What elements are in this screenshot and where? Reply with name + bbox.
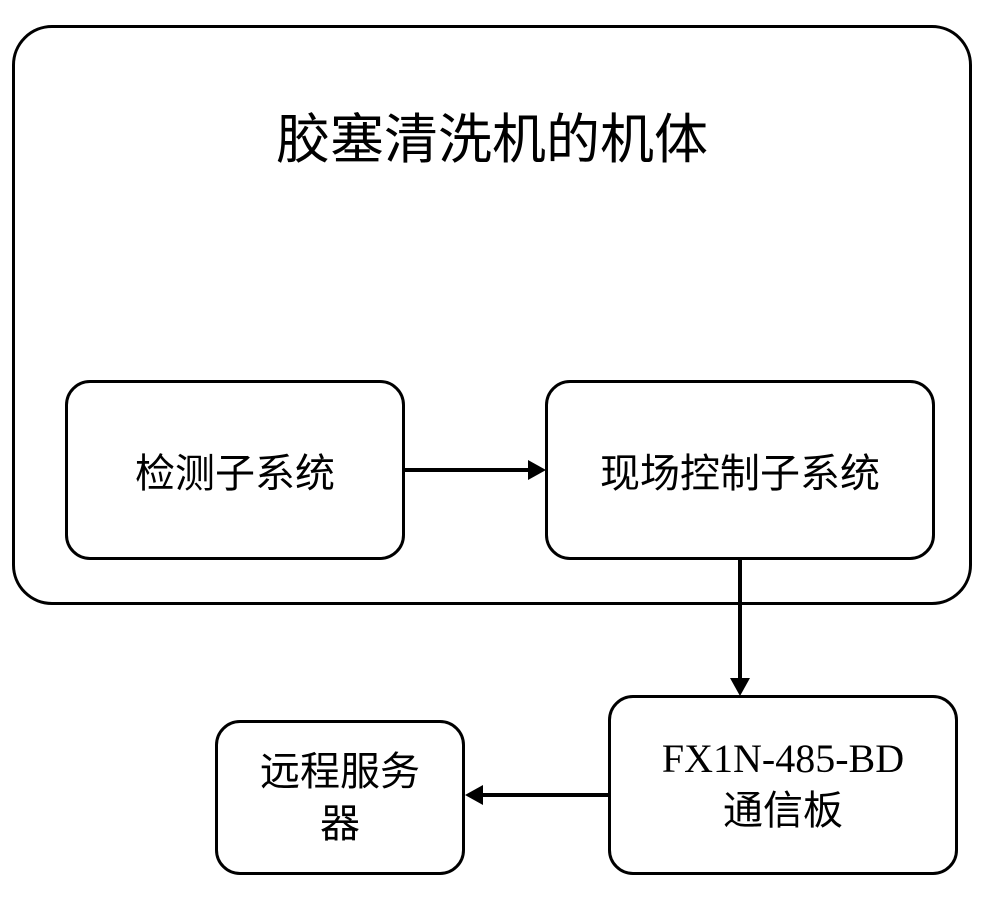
remote-server-box: 远程服务 器 [215,720,465,875]
machine-body-title: 胶塞清洗机的机体 [12,95,972,174]
arrow-detection-to-fieldcontrol-head [528,460,546,480]
comm-board-label-wrap: FX1N-485-BD 通信板 [662,733,904,837]
remote-server-label-line1: 远程服务 [260,746,420,798]
arrow-fieldcontrol-to-commboard-line [738,560,742,678]
arrow-commboard-to-remoteserver-line [483,793,608,797]
comm-board-label-line1: FX1N-485-BD [662,733,904,785]
arrow-commboard-to-remoteserver-head [465,785,483,805]
arrow-detection-to-fieldcontrol-line [405,468,528,472]
arrow-fieldcontrol-to-commboard-head [730,678,750,696]
remote-server-label-line2: 器 [260,798,420,850]
detection-subsystem-label: 检测子系统 [135,441,335,499]
detection-subsystem-box: 检测子系统 [65,380,405,560]
field-control-subsystem-box: 现场控制子系统 [545,380,935,560]
comm-board-box: FX1N-485-BD 通信板 [608,695,958,875]
comm-board-label-line2: 通信板 [662,785,904,837]
remote-server-label-wrap: 远程服务 器 [260,746,420,850]
field-control-subsystem-label: 现场控制子系统 [600,441,880,499]
